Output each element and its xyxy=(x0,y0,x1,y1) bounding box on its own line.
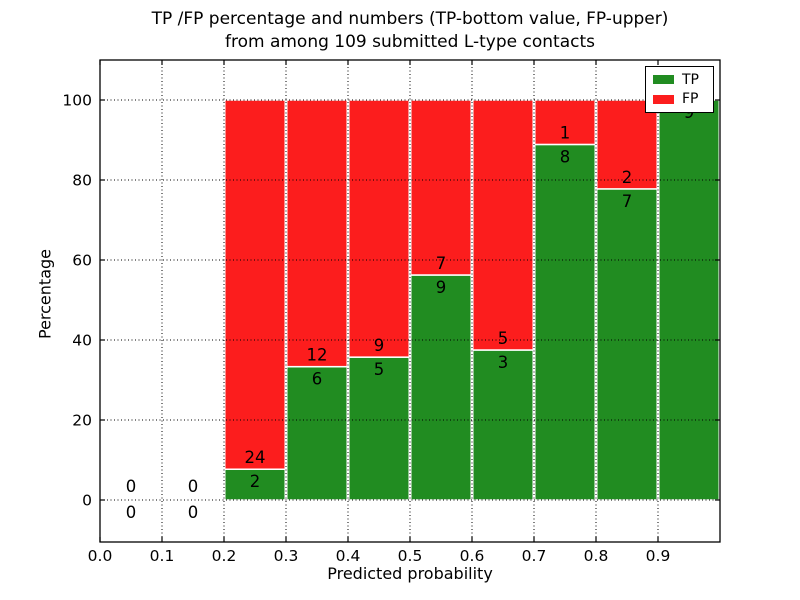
legend-item-tp: TP xyxy=(646,73,713,87)
tp-bar-segment xyxy=(534,143,596,501)
y-tick-label: 0 xyxy=(82,492,92,510)
tp-bar-segment xyxy=(348,356,410,501)
x-tick-label: 0.8 xyxy=(584,547,609,565)
tp-count-label: 8 xyxy=(560,147,571,166)
x-tick-label: 0.6 xyxy=(460,547,485,565)
tp-count-label: 0 xyxy=(126,503,137,522)
tp-count-label: 2 xyxy=(250,472,261,491)
fp-bar-segment xyxy=(596,99,658,190)
fp-bar-segment xyxy=(472,99,534,351)
fp-count-label: 24 xyxy=(245,448,266,467)
fp-bar-segment xyxy=(224,99,286,470)
fp-legend-label: FP xyxy=(682,91,699,108)
fp-count-label: 2 xyxy=(622,168,633,187)
fp-bar-segment xyxy=(286,99,348,368)
tp-count-label: 5 xyxy=(374,360,385,379)
tp-bar-segment xyxy=(596,188,658,501)
x-tick-label: 0.0 xyxy=(88,547,113,565)
fp-count-label: 0 xyxy=(126,477,137,496)
y-tick-label: 100 xyxy=(62,92,92,110)
y-tick-label: 60 xyxy=(72,252,92,270)
x-tick-label: 0.9 xyxy=(646,547,671,565)
chart-title-line1: TP /FP percentage and numbers (TP-bottom… xyxy=(151,9,669,29)
legend-item-fp: FP xyxy=(646,92,713,106)
y-tick-label: 40 xyxy=(72,332,92,350)
tp-count-label: 6 xyxy=(312,370,323,389)
x-axis-label: Predicted probability xyxy=(327,564,493,583)
tp-bar-segment xyxy=(286,365,348,501)
fp-count-label: 7 xyxy=(436,254,447,273)
fp-bar-segment xyxy=(534,99,596,146)
fp-count-label: 5 xyxy=(498,329,509,348)
x-tick-label: 0.2 xyxy=(212,547,237,565)
fp-count-label: 12 xyxy=(307,346,328,365)
fp-count-label: 9 xyxy=(374,336,385,355)
fp-legend-swatch xyxy=(653,94,674,104)
chart-title: TP /FP percentage and numbers (TP-bottom… xyxy=(20,8,800,54)
legend: TP FP xyxy=(645,66,714,113)
y-axis-label: Percentage xyxy=(35,248,55,340)
chart-title-line2: from among 109 submitted L-type contacts xyxy=(224,32,595,52)
tp-count-label: 9 xyxy=(436,278,447,297)
fp-bar-segment xyxy=(410,99,472,276)
tp-count-label: 3 xyxy=(498,353,509,372)
tp-bar-segment xyxy=(472,349,534,501)
y-tick-label: 80 xyxy=(72,172,92,190)
fp-bar-segment xyxy=(348,99,410,358)
tp-bar-segment xyxy=(410,274,472,501)
tp-count-label: 7 xyxy=(622,192,633,211)
fp-count-label: 1 xyxy=(560,123,571,142)
x-tick-label: 0.7 xyxy=(522,547,547,565)
y-tick-label: 20 xyxy=(72,412,92,430)
x-tick-label: 0.3 xyxy=(274,547,299,565)
x-tick-label: 0.5 xyxy=(398,547,423,565)
tp-legend-label: TP xyxy=(682,71,699,88)
x-tick-label: 0.1 xyxy=(150,547,175,565)
tp-legend-swatch xyxy=(653,75,674,85)
x-tick-label: 0.4 xyxy=(336,547,361,565)
tp-bar-segment xyxy=(658,99,720,501)
fp-count-label: 0 xyxy=(188,477,199,496)
tp-count-label: 0 xyxy=(188,503,199,522)
